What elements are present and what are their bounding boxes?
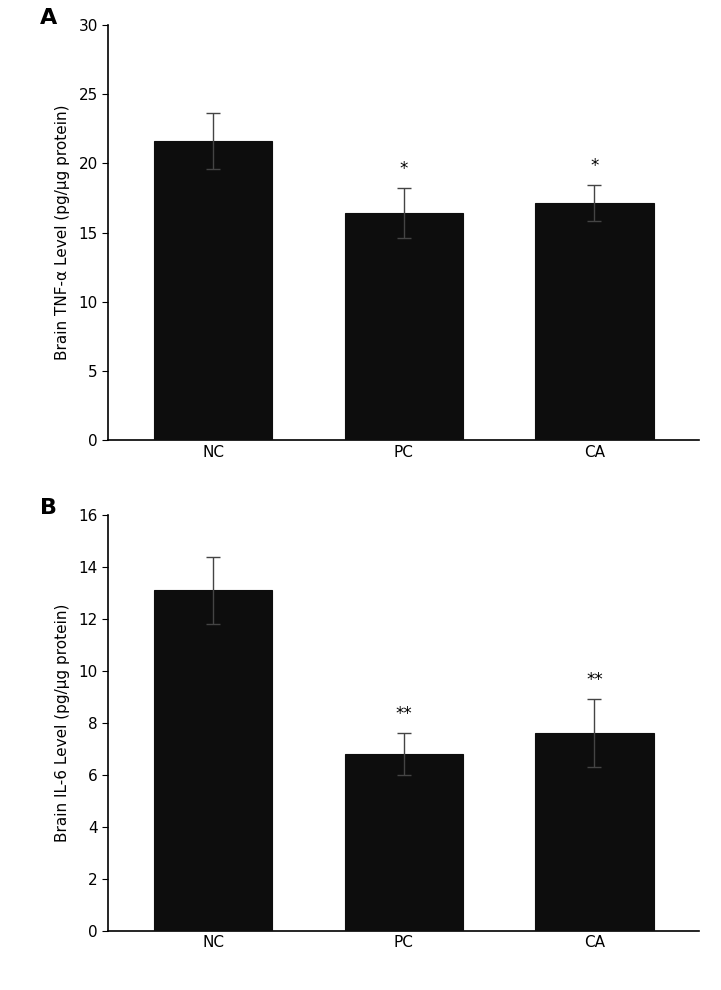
Bar [154,590,272,931]
Y-axis label: Brain IL-6 Level (pg/μg protein): Brain IL-6 Level (pg/μg protein) [55,604,70,842]
Bar [154,142,272,441]
Text: A: A [40,8,58,28]
Y-axis label: Brain TNF-α Level (pg/μg protein): Brain TNF-α Level (pg/μg protein) [55,105,70,360]
Bar [345,754,463,931]
Bar [536,203,654,441]
Bar [536,734,654,931]
Text: *: * [590,157,598,175]
Text: B: B [40,498,57,519]
Text: **: ** [395,705,412,723]
Text: *: * [399,159,408,178]
Bar [345,213,463,441]
Text: **: ** [586,671,603,689]
